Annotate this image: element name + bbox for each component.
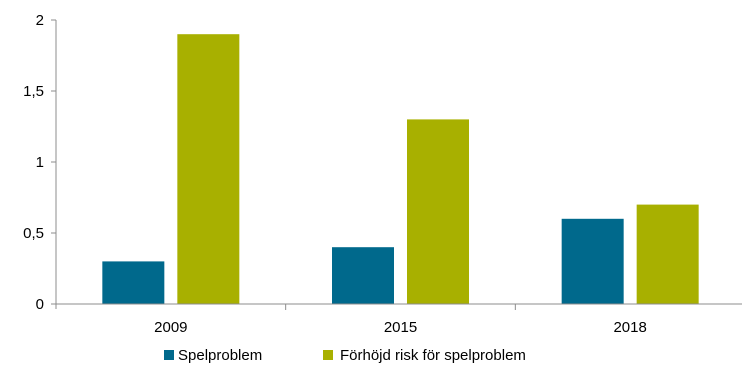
y-axis-ticks: 0 0,5 1 1,5 2 — [23, 12, 44, 313]
y-tick-label: 1 — [36, 154, 44, 171]
legend-label-forhojd-risk: Förhöjd risk för spelproblem — [340, 347, 526, 364]
legend-swatch-forhojd-risk — [323, 350, 333, 360]
y-tick-label: 0 — [36, 296, 44, 313]
axes — [51, 19, 742, 310]
y-tick-label: 0,5 — [23, 225, 44, 242]
x-tick-label: 2015 — [384, 319, 417, 336]
bar-spelproblem-2009 — [102, 261, 165, 304]
y-tick-label: 1,5 — [23, 83, 44, 100]
bars — [102, 34, 699, 305]
legend-label-spelproblem: Spelproblem — [178, 347, 262, 364]
x-tick-label: 2018 — [613, 319, 646, 336]
bar-forhojd-risk-2018 — [636, 204, 699, 304]
y-tick-label: 2 — [36, 12, 44, 29]
legend-swatch-spelproblem — [164, 350, 174, 360]
legend: Spelproblem Förhöjd risk för spelproblem — [164, 347, 526, 364]
x-axis-labels: 2009 2015 2018 — [154, 319, 647, 336]
bar-spelproblem-2015 — [332, 247, 394, 304]
bar-spelproblem-2018 — [561, 218, 624, 304]
x-tick-label: 2009 — [154, 319, 187, 336]
bar-forhojd-risk-2009 — [177, 34, 240, 304]
bar-forhojd-risk-2015 — [407, 119, 469, 305]
